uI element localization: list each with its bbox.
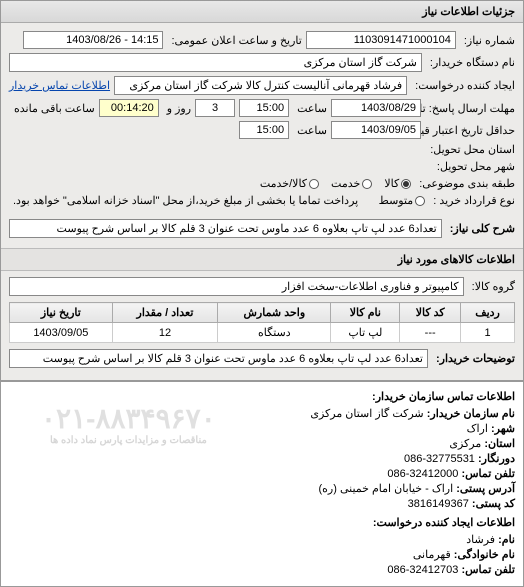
fname-label: نام: [498,534,515,546]
validity-date: 1403/09/05 [331,121,421,139]
requester-label: ایجاد کننده درخواست: [411,79,515,92]
buyer-contact-link[interactable]: اطلاعات تماس خریدار [9,79,110,92]
postal-value: 3816149367 [408,498,469,510]
purchase-type-label: نوع قرارداد خرید : [429,194,515,207]
buyer-note-text: تعداد6 عدد لپ تاپ بعلاوه 6 عدد ماوس تحت … [9,349,428,368]
col-need-date: تاریخ نیاز [10,303,113,323]
address-value: اراک - خیابان امام خمینی (ره) [319,483,454,495]
buyer-note-label: توضیحات خریدار: [432,352,515,365]
postal-label: کد پستی: [472,498,515,510]
cell-need-date: 1403/09/05 [10,323,113,343]
validity-time-label: ساعت [293,124,327,137]
col-code: کد کالا [400,303,461,323]
remaining-time: 00:14:20 [99,99,159,117]
province-value: مرکزی [449,438,481,450]
remaining-days-label: روز و [163,102,191,115]
buyer-device-field: شرکت گاز استان مرکزی [9,53,422,72]
cell-code: --- [400,323,461,343]
category-label: طبقه بندی موضوعی: [415,177,515,190]
pt-medium-text: متوسط [379,194,414,207]
pub-datetime-label: تاریخ و ساعت اعلان عمومی: [167,34,301,47]
contact-block: ۰۲۱-۸۸۳۴۹۶۷۰ مناقصات و مزایدات پارس نماد… [1,380,523,586]
address-label: آدرس پستی: [456,483,515,495]
req-no-label: شماره نیاز: [460,34,515,47]
radio-dot-icon [401,179,411,189]
fax-label: دورنگار: [478,453,515,465]
desc-text: تعداد6 عدد لپ تاپ بعلاوه 6 عدد ماوس تحت … [9,219,442,238]
req-creator-title: اطلاعات ایجاد کننده درخواست: [9,516,515,529]
col-unit: واحد شمارش [218,303,331,323]
delivery-province-label: استان محل تحویل: [426,143,515,156]
pt-medium-radio[interactable]: متوسط [379,194,426,207]
city-value: اراک [467,423,488,435]
cell-row: 1 [461,323,515,343]
cat-goods-radio[interactable]: کالا [384,177,411,190]
phone-value: 32412000-086 [387,468,458,480]
col-row: ردیف [461,303,515,323]
cell-name: لپ تاپ [331,323,400,343]
pt-note: پرداخت تماما یا بخشی از مبلغ خرید،از محل… [9,194,367,207]
delivery-city-label: شهر محل تحویل: [433,160,515,173]
cell-unit: دستگاه [218,323,331,343]
table-header-row: ردیف کد کالا نام کالا واحد شمارش تعداد /… [10,303,515,323]
table-row: 1 --- لپ تاپ دستگاه 12 1403/09/05 [10,323,515,343]
req-no-field: 1103091471000104 [306,31,456,49]
details-panel: جزئیات اطلاعات نیاز شماره نیاز: 11030914… [0,0,524,587]
org-value: شرکت گاز استان مرکزی [310,408,423,420]
goods-group-field: کامپیوتر و فناوری اطلاعات-سخت افزار [9,277,464,296]
contact-title: اطلاعات تماس سازمان خریدار: [9,390,515,403]
buyer-device-label: نام دستگاه خریدار: [426,56,515,69]
cphone-label: تلفن تماس: [461,564,515,576]
goods-table: ردیف کد کالا نام کالا واحد شمارش تعداد /… [9,302,515,343]
lname-value: قهرمانی [413,549,451,561]
city-label: شهر: [491,423,515,435]
fname-value: فرشاد [466,534,495,546]
deadline-time-label: ساعت [293,102,327,115]
col-name: نام کالا [331,303,400,323]
goods-section-title: اطلاعات کالاهای مورد نیاز [1,248,523,271]
validity-label: حداقل تاریخ اعتبار قیمت: تا تاریخ: [425,124,515,137]
validity-time: 15:00 [239,121,289,139]
col-qty: تعداد / مقدار [112,303,218,323]
requester-field: فرشاد قهرمانی آنالیست کنترل کالا شرکت گا… [114,76,407,95]
cat-service-radio[interactable]: خدمت [331,177,372,190]
deadline-time: 15:00 [239,99,289,117]
radio-dot-icon [415,196,425,206]
cat-goods-service-text: کالا/خدمت [260,177,307,190]
cat-service-text: خدمت [331,177,360,190]
form-area: شماره نیاز: 1103091471000104 تاریخ و ساع… [1,23,523,219]
cat-goods-text: کالا [384,177,399,190]
phone-label: تلفن تماس: [461,468,515,480]
org-label: نام سازمان خریدار: [427,408,515,420]
radio-dot-icon [309,179,319,189]
pub-datetime-field: 14:15 - 1403/08/26 [23,31,163,49]
deadline-label: مهلت ارسال پاسخ: تا [425,102,515,115]
fax-value: 32775531-086 [404,453,475,465]
remaining-suffix: ساعت باقی مانده [10,102,95,115]
lname-label: نام خانوادگی: [454,549,515,561]
goods-group-label: گروه کالا: [468,280,515,293]
remaining-days: 3 [195,99,235,117]
panel-title: جزئیات اطلاعات نیاز [1,1,523,23]
cat-goods-service-radio[interactable]: کالا/خدمت [260,177,319,190]
cphone-value: 32412703-086 [387,564,458,576]
desc-label: شرح کلی نیاز: [446,222,515,235]
deadline-date: 1403/08/29 [331,99,421,117]
province-label: استان: [484,438,515,450]
radio-dot-icon [362,179,372,189]
cell-qty: 12 [112,323,218,343]
